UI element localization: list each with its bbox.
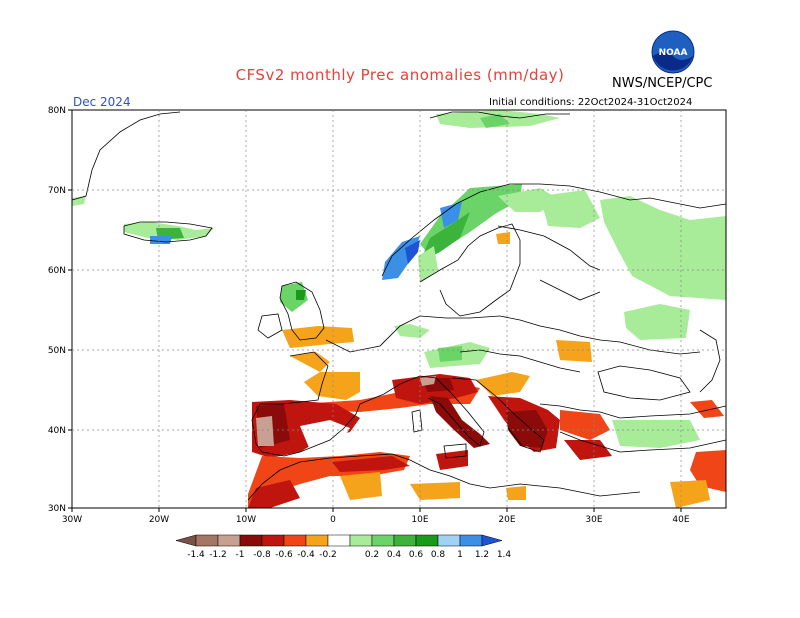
colorbar-segment	[459, 534, 483, 547]
colorbar-label: 1	[457, 550, 463, 560]
logo-text: NOAA	[659, 48, 688, 58]
lon-label: 0	[330, 515, 336, 525]
colorbar-segment	[393, 534, 417, 547]
colorbar-label: 0.6	[409, 550, 424, 560]
colorbar-label: 0.4	[387, 550, 402, 560]
colorbar-segment	[327, 534, 351, 547]
lat-label: 80N	[48, 106, 66, 116]
organization-label: NWS/NCEP/CPC	[612, 76, 713, 91]
map-title: CFSv2 monthly Prec anomalies (mm/day)	[235, 66, 565, 84]
colorbar-segment	[305, 534, 329, 547]
colorbar-segment	[371, 534, 395, 547]
colorbar-segment	[195, 534, 219, 547]
colorbar-label: -1.4	[187, 550, 205, 560]
colorbar: -1.4 -1.2 -1 -0.8 -0.6 -0.4 -0.2 0.2 0.4 0.6 0.8 1 1…	[175, 534, 512, 560]
colorbar-segment	[437, 534, 461, 547]
lon-label: 30E	[585, 515, 602, 525]
colorbar-label: 0.8	[431, 550, 446, 560]
colorbar-label: -0.2	[319, 550, 337, 560]
colorbar-label: -0.6	[275, 550, 293, 560]
lon-label: 20E	[498, 515, 515, 525]
colorbar-label: -0.8	[253, 550, 271, 560]
colorbar-label: -1	[236, 550, 245, 560]
anomaly-shading	[72, 110, 726, 508]
lon-labels: 30W 20W 10W 0 10E 20E 30E 40E	[62, 515, 690, 525]
map-frame	[71, 109, 727, 509]
initial-conditions: Initial conditions: 22Oct2024-31Oct2024	[489, 97, 693, 108]
colorbar-segment	[239, 534, 263, 547]
lat-label: 70N	[48, 186, 66, 196]
lat-label: 60N	[48, 266, 66, 276]
lon-label: 10W	[236, 515, 256, 525]
lon-label: 20W	[149, 515, 169, 525]
lon-label: 40E	[672, 515, 689, 525]
lat-label: 50N	[48, 346, 66, 356]
colorbar-segment	[261, 534, 285, 547]
lat-label: 40N	[48, 426, 66, 436]
colorbar-label: -0.4	[297, 550, 315, 560]
colorbar-label: 1.2	[475, 550, 489, 560]
colorbar-label: 1.4	[497, 550, 512, 560]
graticule	[72, 110, 726, 508]
colorbar-label: -1.2	[209, 550, 227, 560]
lat-label: 30N	[48, 504, 66, 514]
axis-ticks	[68, 109, 682, 512]
colorbar-segment	[349, 534, 373, 547]
colorbar-arrow-right	[481, 534, 503, 547]
colorbar-arrow-left	[175, 534, 197, 547]
lon-label: 10E	[411, 515, 428, 525]
lon-label: 30W	[62, 515, 82, 525]
colorbar-segment	[217, 534, 241, 547]
colorbar-label: 0.2	[365, 550, 379, 560]
lat-labels: 80N 70N 60N 50N 40N 30N	[48, 106, 66, 514]
coastlines	[71, 111, 727, 501]
forecast-month: Dec 2024	[73, 95, 131, 109]
colorbar-segment	[415, 534, 439, 547]
noaa-logo-icon: NOAA	[651, 30, 695, 74]
colorbar-segment	[283, 534, 307, 547]
